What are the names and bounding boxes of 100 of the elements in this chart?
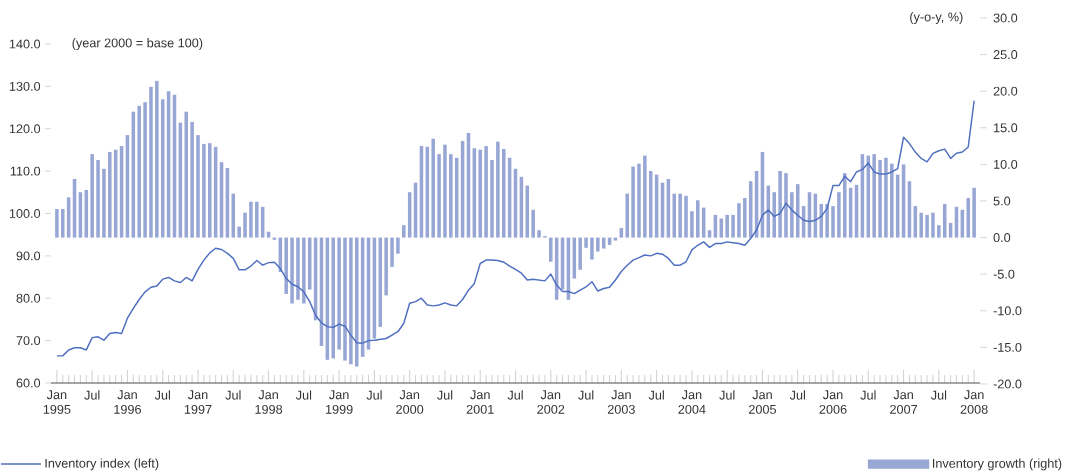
- bar: [884, 157, 888, 238]
- bar: [707, 230, 712, 238]
- bar: [155, 80, 159, 238]
- x-tick-label: Jan 2000: [396, 390, 424, 414]
- bar: [831, 206, 835, 238]
- bar: [501, 149, 506, 238]
- x-tick-label: Jul: [789, 390, 805, 400]
- bar: [354, 237, 359, 367]
- bar: [772, 192, 776, 238]
- bar: [478, 149, 482, 238]
- x-tick-label: Jan 1997: [184, 390, 212, 414]
- bar: [255, 201, 259, 238]
- x-tick-label: Jul: [648, 390, 664, 400]
- x-tick-label: Jul: [507, 390, 523, 400]
- bar: [402, 225, 406, 238]
- x-tick-label: Jan 2003: [607, 390, 635, 414]
- x-tick-label: Jul: [930, 390, 947, 400]
- y2-tick-label: 10.0: [994, 159, 1018, 169]
- x-tick-label: Jul: [578, 390, 594, 400]
- bar: [249, 201, 253, 238]
- bar: [102, 168, 106, 238]
- y2-tick-label: -20.0: [993, 379, 1022, 389]
- bar: [302, 237, 306, 304]
- bar: [490, 160, 494, 238]
- bar: [443, 144, 447, 238]
- y2-tick-label: 20.0: [993, 86, 1018, 96]
- bar: [819, 203, 824, 238]
- x-tick-label: Jul: [719, 390, 735, 400]
- bar: [966, 198, 971, 238]
- bar: [643, 155, 647, 238]
- bar: [137, 105, 141, 238]
- bar: [143, 102, 147, 238]
- y2-tick-label: 0.0: [993, 233, 1011, 243]
- bar: [637, 163, 641, 238]
- y2-tick-label: 25.0: [993, 50, 1018, 60]
- bar: [290, 237, 294, 304]
- bar: [484, 146, 488, 238]
- y-axis-title: (year 2000 = base 100): [72, 38, 203, 50]
- bar: [449, 154, 453, 238]
- bar: [202, 143, 206, 238]
- x-tick-label: Jul: [295, 390, 312, 400]
- bar: [919, 212, 923, 238]
- x-tick-label: Jan 2001: [466, 390, 494, 414]
- bar: [190, 121, 194, 238]
- x-tick-label: Jan 2005: [748, 390, 777, 414]
- bar: [549, 237, 553, 262]
- bar: [872, 154, 876, 238]
- y-tick-label: 80.0: [16, 293, 41, 303]
- y-tick-label: 110.0: [10, 166, 41, 176]
- bar: [578, 237, 582, 270]
- bar: [90, 154, 94, 238]
- y-tick-label: 70.0: [16, 336, 41, 346]
- x-tick-label: Jan 1999: [325, 390, 353, 414]
- bar: [731, 214, 735, 238]
- y-tick-label: 60.0: [16, 378, 41, 388]
- bar: [296, 237, 300, 300]
- bar: [937, 225, 941, 238]
- y2-tick-label: 30.0: [993, 13, 1018, 23]
- bar: [743, 198, 747, 238]
- legend-label: Inventory index (left): [45, 458, 159, 471]
- y-tick-label: 130.0: [9, 81, 41, 91]
- bar: [596, 237, 600, 252]
- x-tick-label: Jan 2006: [819, 390, 847, 414]
- bar: [61, 209, 65, 238]
- x-tick-label: Jul: [437, 390, 453, 400]
- bar: [496, 141, 500, 238]
- x-tick-label: Jul: [225, 390, 241, 400]
- y2-tick-label: 5.0: [993, 196, 1011, 206]
- x-tick-label: Jul: [84, 390, 100, 400]
- bar: [284, 237, 288, 294]
- bar: [678, 193, 682, 238]
- bar: [108, 151, 112, 238]
- bar: [390, 237, 394, 267]
- bar: [590, 237, 594, 260]
- x-tick-label: Jan 1995: [43, 390, 71, 414]
- bar: [648, 170, 653, 238]
- bar: [55, 209, 59, 238]
- x-tick-label: Jan 1996: [114, 390, 141, 414]
- bar: [825, 203, 829, 238]
- bar: [431, 138, 435, 238]
- bar: [890, 163, 894, 238]
- x-tick-label: Jul: [154, 390, 170, 400]
- bar: [331, 237, 335, 359]
- bar: [337, 237, 341, 350]
- bar: [396, 237, 400, 254]
- bar: [672, 193, 677, 238]
- bar: [613, 237, 618, 241]
- bar: [837, 192, 841, 238]
- x-tick-label: Jan 2002: [537, 390, 565, 414]
- y-tick-label: 100.0: [9, 209, 41, 218]
- y2-tick-label: -15.0: [993, 342, 1022, 352]
- x-tick-label: Jan 2008: [960, 390, 988, 414]
- y2-axis-title: (y-o-y, %): [910, 12, 963, 24]
- bar: [778, 170, 782, 238]
- y-tick-label: 140.0: [9, 39, 41, 49]
- bar: [696, 200, 700, 238]
- bar: [784, 173, 788, 238]
- bar: [184, 111, 189, 238]
- bar: [196, 135, 200, 238]
- legend-label: Inventory growth (right): [933, 458, 1062, 471]
